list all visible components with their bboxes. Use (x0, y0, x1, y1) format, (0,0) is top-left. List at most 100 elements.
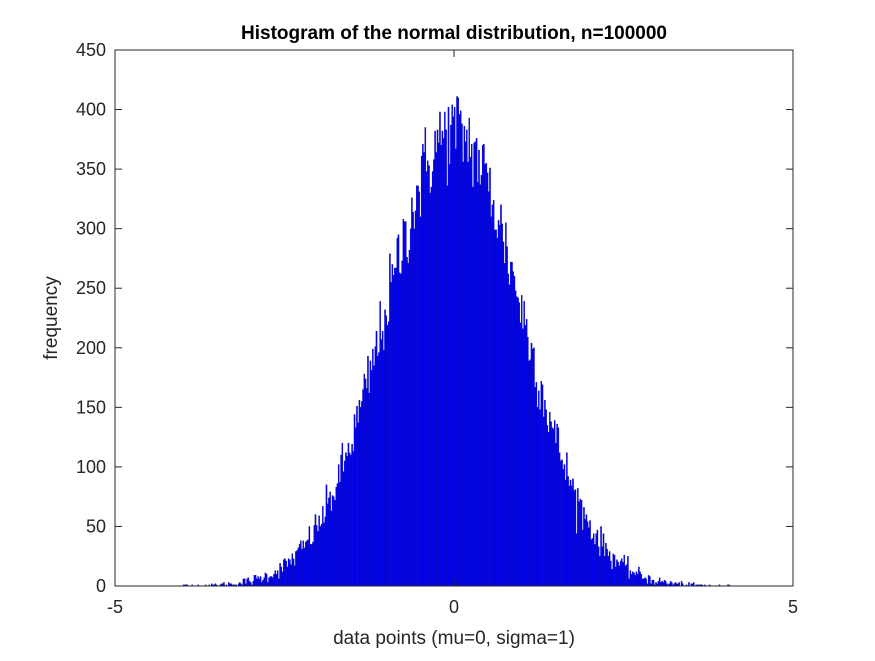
histogram-bar (633, 572, 635, 587)
histogram-bar (578, 501, 580, 587)
histogram-bar (423, 152, 425, 587)
histogram-bar (304, 541, 307, 587)
histogram-bar (355, 427, 357, 587)
histogram-bar (617, 562, 619, 587)
histogram-bar (272, 577, 274, 587)
histogram-bar (452, 116, 455, 587)
histogram-bar (263, 577, 265, 587)
histogram-bar (313, 525, 315, 587)
histogram-bar (488, 191, 490, 587)
histogram-bar (564, 479, 567, 587)
histogram-bar (409, 228, 412, 587)
histogram-bar (525, 319, 528, 587)
histogram-bar (463, 126, 466, 587)
histogram-bar (358, 400, 361, 587)
histogram-bar (381, 330, 384, 587)
histogram-bar (505, 222, 507, 587)
histogram-bar (516, 296, 518, 587)
histogram-bar (413, 228, 416, 587)
histogram-bar (311, 544, 313, 587)
histogram-bar (545, 409, 547, 587)
histogram-bar (341, 442, 344, 587)
histogram-bar (462, 161, 464, 587)
histogram-bar (468, 117, 470, 587)
histogram-bar (658, 577, 661, 587)
histogram-bar (575, 533, 578, 587)
histogram-bar (396, 238, 398, 587)
histogram-bar (357, 422, 359, 587)
histogram-bar (385, 315, 388, 587)
histogram-bar (252, 581, 254, 587)
histogram-bar (261, 582, 263, 587)
histogram-bar (529, 359, 532, 587)
histogram-bar (326, 503, 329, 587)
histogram-bar (307, 539, 309, 587)
histogram-bar (477, 182, 479, 587)
histogram-bar (542, 416, 545, 587)
histogram-bars (182, 96, 730, 587)
histogram-bar (312, 541, 314, 587)
histogram-bar (663, 579, 666, 587)
histogram-bar (665, 581, 667, 587)
histogram-bar (506, 246, 508, 587)
histogram-bar (433, 159, 435, 587)
histogram-bar (612, 553, 614, 587)
histogram-bar (458, 114, 461, 587)
histogram-bar (500, 204, 502, 587)
histogram-bar (680, 581, 683, 587)
histogram-bar (427, 160, 429, 587)
histogram-bar (391, 264, 394, 587)
histogram-bar (411, 197, 413, 587)
histogram-bar (303, 547, 306, 587)
histogram-bar (629, 570, 632, 587)
histogram-bar (444, 111, 446, 587)
histogram-bar (678, 582, 680, 587)
histogram-bar (491, 204, 494, 587)
histogram-bar (314, 514, 317, 587)
histogram-bar (294, 565, 296, 587)
histogram-bar (401, 260, 403, 587)
histogram-bar (568, 485, 571, 587)
histogram-bar (501, 223, 503, 587)
histogram-bar (583, 507, 585, 587)
histogram-bar (283, 559, 285, 587)
histogram-bar (228, 582, 230, 587)
histogram-bar (268, 577, 270, 587)
histogram-bar (688, 582, 690, 587)
histogram-bar (369, 360, 372, 587)
histogram-bar (336, 483, 339, 587)
histogram-bar (618, 565, 621, 587)
histogram-bar (472, 186, 474, 587)
y-tick-label: 300 (76, 219, 106, 239)
histogram-bar (591, 538, 594, 587)
histogram-bar (601, 546, 604, 587)
histogram-bar (511, 261, 513, 587)
y-tick-label: 150 (76, 397, 106, 417)
histogram-bar (508, 284, 511, 587)
histogram-bar (416, 185, 418, 587)
histogram-bar (403, 221, 406, 587)
histogram-bar (455, 148, 457, 587)
y-tick-label: 100 (76, 457, 106, 477)
histogram-bar (536, 407, 539, 587)
histogram-bar (627, 556, 629, 587)
histogram-bar (356, 406, 358, 587)
histogram-bar (295, 551, 297, 587)
histogram-bar (445, 129, 447, 587)
histogram-bar (346, 456, 348, 587)
histogram-bar (407, 263, 409, 587)
histogram-bar (379, 301, 381, 587)
histogram-bar (285, 560, 287, 587)
histogram-bar (569, 479, 572, 587)
histogram-bar (392, 274, 395, 587)
histogram-bar (429, 192, 431, 587)
histogram-bar (394, 267, 396, 587)
histogram-bar (520, 295, 523, 587)
histogram-bar (359, 407, 362, 587)
histogram-bar (644, 577, 646, 587)
histogram-bar (600, 526, 602, 587)
histogram-bar (674, 582, 677, 587)
histogram-bar (259, 576, 262, 587)
histogram-bar (457, 97, 460, 587)
histogram-bar (274, 570, 276, 587)
